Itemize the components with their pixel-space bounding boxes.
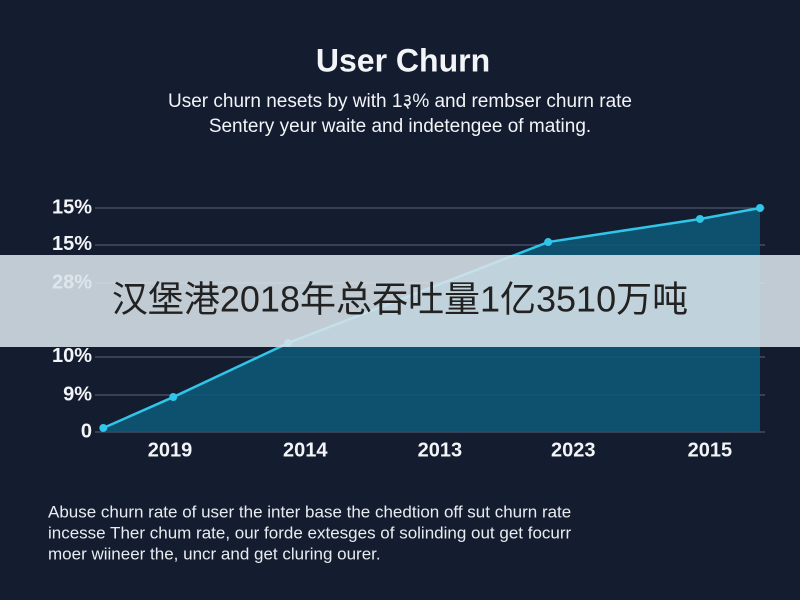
- point: [756, 204, 764, 212]
- banner: [0, 255, 800, 347]
- subtitle: User churn nesets by with 1३% and rembse…: [168, 91, 632, 112]
- y-tick-label: 0: [81, 420, 92, 442]
- y-tick-label: 15%: [52, 196, 92, 218]
- point: [169, 393, 178, 402]
- point: [695, 214, 704, 223]
- x-tick-label: 2015: [688, 439, 733, 461]
- footnote: Abuse churn rate of user the inter base …: [48, 502, 571, 521]
- x-tick-label: 2014: [283, 439, 328, 461]
- footnote: incesse Ther chum rate, our forde extesg…: [48, 523, 572, 542]
- chart-title: User Churn: [316, 42, 490, 78]
- point: [99, 423, 108, 432]
- x-tick-label: 2019: [148, 439, 193, 461]
- subtitle: Sentery yeur waite and indetengee of mat…: [209, 116, 591, 137]
- y-tick-label: 10%: [52, 345, 92, 367]
- x-tick-label: 2013: [418, 439, 463, 461]
- y-tick-label: 15%: [52, 233, 92, 255]
- banner-text: 汉堡港2018年总吞吐量1亿3510万吨: [112, 279, 688, 320]
- point: [544, 238, 553, 247]
- x-tick-label: 2023: [551, 439, 596, 461]
- footnote: moer wiineer the, uncr and get cluring o…: [48, 544, 381, 563]
- y-tick-label: 9%: [63, 383, 92, 405]
